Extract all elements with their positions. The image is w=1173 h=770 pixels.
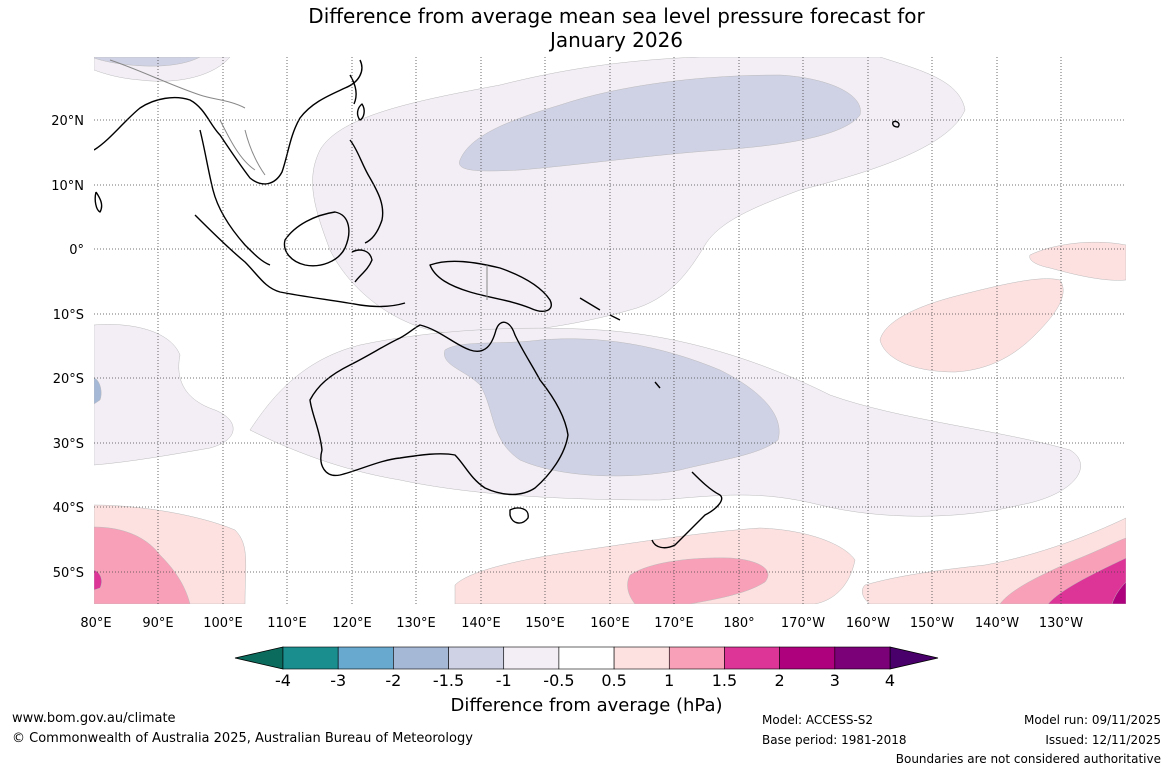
colorbar-tick-label: 4 <box>885 671 895 690</box>
colorbar-swatch <box>668 646 725 670</box>
lon-label: 90°E <box>142 616 173 631</box>
footer-model-run: Model run: 09/11/2025 <box>1023 713 1161 727</box>
lon-label: 180° <box>723 616 754 631</box>
map-figure: 80°E 90°E 100°E 110°E 120°E 130°E 140°E … <box>51 57 1126 690</box>
colorbar-swatch <box>724 646 780 670</box>
colorbar-tick-label: 0.5 <box>601 671 626 690</box>
anomaly-shading <box>94 57 1126 604</box>
lon-label: 80°E <box>80 616 111 631</box>
region-pos-strong-se <box>1047 557 1126 604</box>
lat-label: 10°S <box>53 308 84 323</box>
colorbar-tick-label: 1 <box>664 671 674 690</box>
colorbar-swatch <box>613 646 670 670</box>
coast-fiji <box>654 381 661 389</box>
lat-label: 30°S <box>53 437 84 452</box>
coast-new-zealand <box>651 471 723 549</box>
lon-label: 170°W <box>781 616 825 631</box>
lat-label: 0° <box>69 243 84 258</box>
title-line-2: January 2026 <box>549 28 684 52</box>
colorbar-swatch <box>779 646 836 670</box>
footer-model: Model: ACCESS-S2 <box>762 713 874 727</box>
lat-label: 50°S <box>53 566 84 581</box>
lat-label: 10°N <box>51 179 84 194</box>
colorbar-tick-label: -4 <box>275 671 291 690</box>
colorbar-tick-label: -0.5 <box>543 671 574 690</box>
lon-label: 140°E <box>461 616 501 631</box>
coast-sumatra-java <box>194 214 406 308</box>
region-pos-strongest-se <box>1111 581 1126 604</box>
footer-issued: Issued: 12/11/2025 <box>1045 733 1161 747</box>
latitude-labels: 20°N 10°N 0° 10°S 20°S 30°S 40°S 50°S <box>51 114 84 581</box>
region-pos-mid-sw <box>94 526 191 604</box>
lon-label: 150°E <box>525 616 565 631</box>
coast-asia-mainland <box>94 59 363 185</box>
region-pos-light-equator <box>1029 241 1126 281</box>
colorbar-tick-label: -1.5 <box>433 671 464 690</box>
region-neg-mid-north <box>459 74 861 172</box>
lon-label: 120°E <box>332 616 372 631</box>
coast-taiwan <box>356 103 365 121</box>
border-indochina <box>219 119 266 176</box>
colorbar-tick-label: 2 <box>775 671 785 690</box>
lon-label: 100°E <box>203 616 243 631</box>
footer-disclaimer: Boundaries are not considered authoritat… <box>895 752 1161 766</box>
colorbar-over-arrow <box>889 646 939 670</box>
map-title: Difference from average mean sea level p… <box>0 4 1173 52</box>
coast-philippines <box>349 139 384 244</box>
graticule <box>94 57 1126 604</box>
colorbar-swatch <box>503 646 560 670</box>
coast-borneo <box>283 211 350 267</box>
colorbar-tick-label: -2 <box>385 671 401 690</box>
border-china-south <box>109 59 246 109</box>
colorbar-label: Difference from average (hPa) <box>450 695 723 716</box>
colorbar-swatch <box>558 646 615 670</box>
colorbar-tick-label: 3 <box>830 671 840 690</box>
lon-label: 160°E <box>590 616 630 631</box>
lon-label: 110°E <box>267 616 307 631</box>
title-line-1: Difference from average mean sea level p… <box>308 4 925 28</box>
lat-label: 20°S <box>53 372 84 387</box>
footer-website: www.bom.gov.au/climate <box>12 711 176 726</box>
coast-new-guinea <box>429 260 552 312</box>
borders <box>109 59 488 300</box>
colorbar-swatch <box>393 646 449 670</box>
region-pos-light-east <box>879 278 1064 373</box>
colorbar-swatch <box>834 646 891 670</box>
lon-label: 160°W <box>846 616 890 631</box>
colorbar-tick-label: -3 <box>330 671 346 690</box>
colorbar-swatch <box>282 646 339 670</box>
coast-hawaii <box>892 120 900 128</box>
colorbar-under-arrow <box>234 646 284 670</box>
lon-label: 130°E <box>396 616 436 631</box>
region-pos-strong-sw <box>94 569 102 591</box>
region-pos-mid-s <box>627 557 769 604</box>
colorbar-tick-label: 1.5 <box>712 671 737 690</box>
colorbar-swatch <box>337 646 394 670</box>
coast-sulawesi <box>351 249 373 283</box>
coast-sri-lanka <box>94 191 103 213</box>
lon-label: 140°W <box>975 616 1019 631</box>
colorbar-swatch <box>448 646 505 670</box>
footer-base-period: Base period: 1981-2018 <box>762 733 907 747</box>
region-neg-mid-south <box>444 338 780 477</box>
longitude-labels: 80°E 90°E 100°E 110°E 120°E 130°E 140°E … <box>80 616 1083 631</box>
coast-japan <box>349 74 357 105</box>
colorbar-tick-label: -1 <box>496 671 512 690</box>
lon-label: 170°E <box>654 616 694 631</box>
colorbar: -4 -3 -2 -1.5 -1 -0.5 0.5 1 1.5 2 3 4 <box>234 646 939 690</box>
coastlines <box>94 59 900 549</box>
map-panel <box>94 57 1126 604</box>
lat-label: 40°S <box>53 501 84 516</box>
coast-tasmania <box>509 507 529 524</box>
coast-solomons <box>579 297 621 321</box>
lat-label: 20°N <box>51 114 84 129</box>
region-neg-mid-edge <box>94 377 102 405</box>
coast-indochina <box>199 129 271 266</box>
lon-label: 150°W <box>910 616 954 631</box>
lon-label: 130°W <box>1039 616 1083 631</box>
footer-copyright: © Commonwealth of Australia 2025, Austra… <box>12 731 473 746</box>
coast-australia <box>309 321 569 496</box>
